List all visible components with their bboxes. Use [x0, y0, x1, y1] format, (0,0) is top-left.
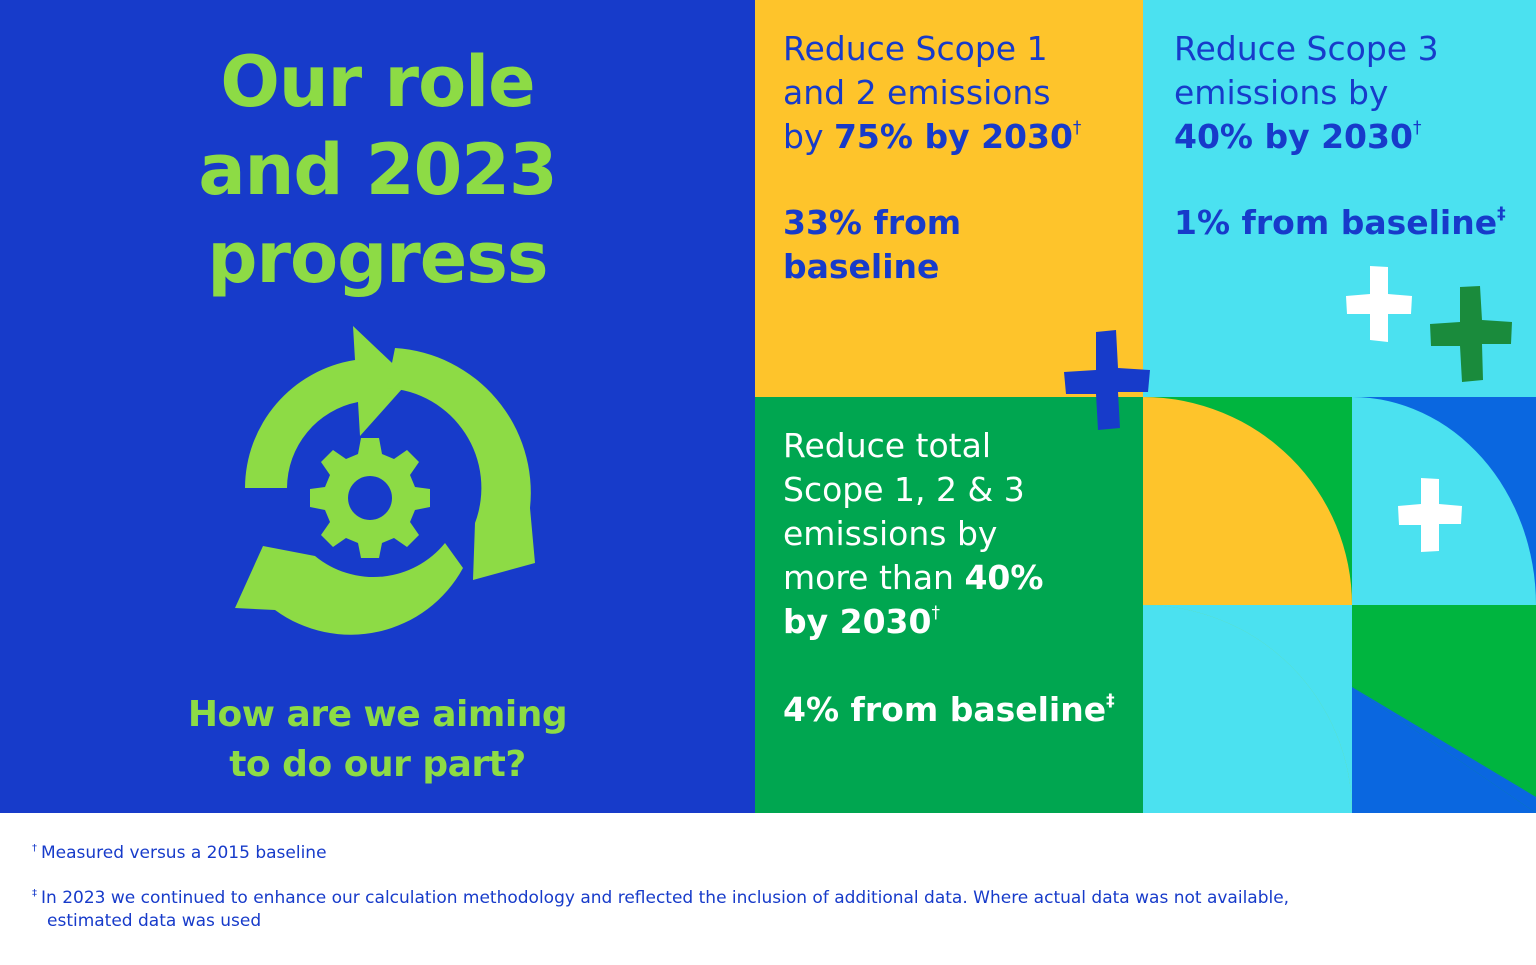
- plus-icon: [1064, 330, 1150, 430]
- goal-line: emissions by: [1174, 73, 1389, 112]
- goal-line: more than: [783, 558, 965, 597]
- double-dagger-mark: ‡: [1106, 691, 1115, 711]
- footnotes-area: [0, 813, 1536, 965]
- question-line: to do our part?: [229, 744, 526, 785]
- goal-line: Reduce Scope 3: [1174, 29, 1439, 68]
- title-line: and 2023: [198, 129, 557, 211]
- goal-target: 40%: [964, 558, 1044, 597]
- recycle-arrow-top: [245, 326, 410, 488]
- recycle-arrow-bottom: [235, 543, 463, 635]
- title-line: progress: [207, 217, 548, 299]
- double-dagger-mark: ‡: [32, 888, 37, 899]
- goal-line: by: [783, 117, 834, 156]
- goal-line: Scope 1, 2 & 3: [783, 470, 1025, 509]
- gear-icon: [310, 438, 430, 558]
- stat-line: 4% from baseline: [783, 690, 1107, 729]
- goal-target: 40% by 2030: [1174, 117, 1413, 156]
- question-line: How are we aiming: [187, 694, 568, 735]
- dagger-mark: †: [1412, 118, 1422, 138]
- scope12-progress: 33% from baseline: [783, 201, 1123, 289]
- recycle-gear-icon: [235, 326, 535, 635]
- title-line: Our role: [220, 41, 535, 123]
- recycle-arrow-right: [387, 348, 535, 580]
- dagger-mark: †: [1072, 118, 1082, 138]
- double-dagger-mark: ‡: [1497, 204, 1506, 224]
- footnote-text: In 2023 we continued to enhance our calc…: [41, 888, 1290, 908]
- plus-icon: [1430, 286, 1512, 382]
- plus-icon: [1346, 266, 1412, 342]
- footnote-text: Measured versus a 2015 baseline: [41, 843, 327, 863]
- total-goal: Reduce total Scope 1, 2 & 3 emissions by…: [783, 424, 1133, 644]
- stat-line: 33% from: [783, 203, 962, 242]
- scope3-goal: Reduce Scope 3 emissions by 40% by 2030†: [1174, 27, 1524, 159]
- dagger-mark: †: [32, 843, 37, 854]
- goal-target: 75% by 2030: [833, 117, 1073, 156]
- goal-line: and 2 emissions: [783, 73, 1051, 112]
- goal-line: emissions by: [783, 514, 998, 553]
- stat-line: baseline: [783, 247, 940, 286]
- footnote-2: ‡ In 2023 we continued to enhance our cal…: [32, 887, 1472, 933]
- footnote-1: † Measured versus a 2015 baseline: [32, 842, 327, 865]
- goal-target: by 2030: [783, 602, 932, 641]
- decorative-shapes: [1143, 397, 1536, 813]
- dagger-mark: †: [931, 603, 940, 623]
- total-tile: [755, 397, 1143, 813]
- page-title: Our role and 2023 progress: [0, 38, 755, 302]
- stat-line: 1% from baseline: [1174, 203, 1498, 242]
- goal-line: Reduce Scope 1: [783, 29, 1048, 68]
- scope12-tile: [755, 0, 1143, 397]
- goal-line: Reduce total: [783, 426, 992, 465]
- scope3-progress: 1% from baseline‡: [1174, 201, 1534, 245]
- total-progress: 4% from baseline‡: [783, 688, 1133, 732]
- scope12-goal: Reduce Scope 1 and 2 emissions by 75% by…: [783, 27, 1133, 159]
- footnote-text: estimated data was used: [47, 911, 262, 931]
- plus-icon: [1398, 478, 1462, 552]
- question-text: How are we aiming to do our part?: [0, 690, 755, 790]
